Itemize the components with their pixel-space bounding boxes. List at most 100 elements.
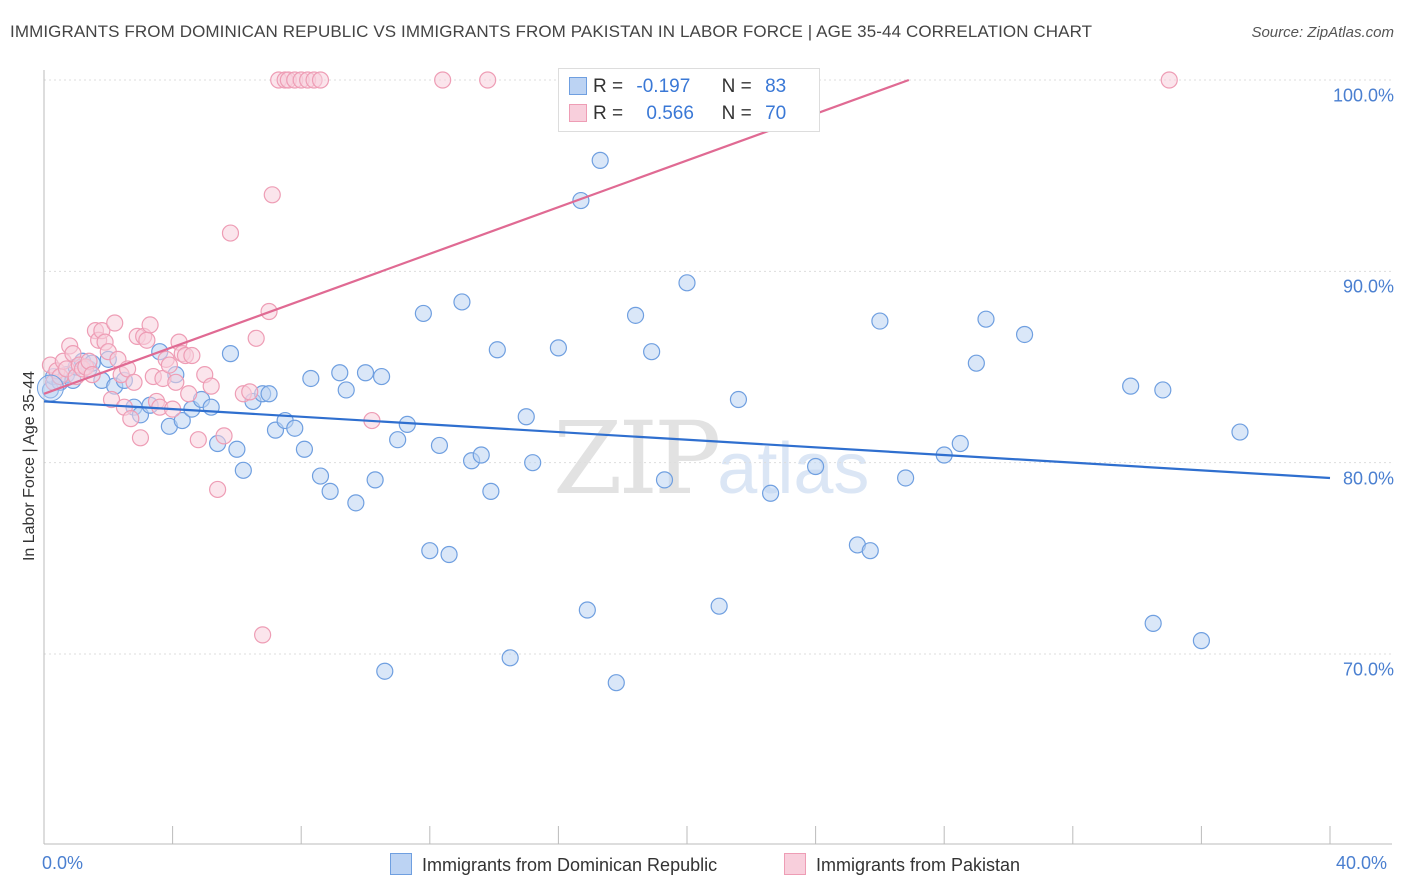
y-axis-label: In Labor Force | Age 35-44 bbox=[21, 370, 38, 562]
n-value-pink: 70 bbox=[765, 103, 787, 124]
legend-swatch-dominican bbox=[390, 853, 412, 875]
point-dominican bbox=[337, 381, 355, 399]
y-tick-label: 100.0% bbox=[1332, 85, 1394, 106]
data-points bbox=[36, 71, 1249, 692]
point-pakistan bbox=[141, 316, 159, 334]
point-pakistan bbox=[215, 427, 233, 445]
point-dominican bbox=[871, 312, 889, 330]
correlation-legend: R = -0.197 N = 83 R = 0.566 N = 70 bbox=[558, 68, 820, 132]
point-dominican bbox=[643, 343, 661, 361]
point-pakistan bbox=[434, 71, 452, 89]
r-value-pink: 0.566 bbox=[646, 103, 694, 124]
point-dominican bbox=[591, 151, 609, 169]
point-dominican bbox=[302, 369, 320, 388]
point-dominican bbox=[806, 457, 825, 476]
point-dominican bbox=[1122, 377, 1140, 395]
point-dominican bbox=[655, 471, 674, 489]
point-dominican bbox=[295, 440, 314, 458]
point-dominican bbox=[729, 390, 748, 409]
y-tick-label: 90.0% bbox=[1342, 276, 1394, 297]
point-dominican bbox=[366, 471, 384, 489]
point-dominican bbox=[472, 446, 490, 464]
point-pakistan bbox=[106, 314, 124, 332]
point-pakistan bbox=[138, 331, 156, 349]
point-dominican bbox=[678, 274, 696, 292]
point-dominican bbox=[321, 482, 339, 500]
point-dominican bbox=[356, 364, 375, 382]
point-dominican bbox=[951, 434, 969, 453]
point-pakistan bbox=[311, 71, 330, 89]
point-dominican bbox=[260, 385, 278, 403]
point-pakistan bbox=[180, 385, 198, 403]
point-pakistan bbox=[102, 390, 121, 409]
point-dominican bbox=[861, 542, 879, 560]
legend-label-pakistan: Immigrants from Pakistan bbox=[816, 855, 1021, 875]
legend-swatch-pink bbox=[569, 104, 587, 122]
watermark-zip: ZIP bbox=[553, 400, 721, 517]
x-tick-max: 40.0% bbox=[1336, 853, 1388, 873]
legend-item-dominican: Immigrants from Dominican Republic bbox=[390, 853, 717, 876]
point-dominican bbox=[414, 304, 432, 323]
point-pakistan bbox=[209, 480, 227, 499]
y-tick-label: 70.0% bbox=[1342, 659, 1394, 680]
point-pakistan bbox=[160, 356, 178, 374]
point-dominican bbox=[372, 367, 391, 386]
point-pakistan bbox=[479, 71, 497, 89]
point-dominican bbox=[376, 662, 394, 680]
point-dominican bbox=[897, 469, 915, 487]
point-dominican bbox=[389, 431, 407, 449]
point-pakistan bbox=[189, 431, 207, 449]
point-pakistan bbox=[167, 373, 185, 391]
point-dominican bbox=[1015, 325, 1034, 344]
legend-row-dominican: R = -0.197 N = 83 bbox=[569, 76, 787, 98]
point-dominican bbox=[482, 482, 500, 500]
point-dominican bbox=[710, 597, 728, 615]
n-value-blue: 83 bbox=[765, 76, 787, 97]
point-pakistan bbox=[221, 224, 240, 242]
legend-swatch-blue bbox=[569, 77, 587, 95]
trend-lines bbox=[43, 78, 1331, 480]
point-pakistan bbox=[247, 329, 265, 347]
y-tick-label: 80.0% bbox=[1342, 468, 1394, 489]
legend-row-pakistan: R = 0.566 N = 70 bbox=[569, 103, 787, 125]
chart-source: Source: ZipAtlas.com bbox=[1251, 24, 1394, 41]
axes bbox=[43, 70, 1392, 845]
point-pakistan bbox=[241, 383, 259, 401]
point-pakistan bbox=[202, 377, 220, 395]
point-dominican bbox=[549, 339, 568, 357]
point-dominican bbox=[453, 293, 471, 311]
point-dominican bbox=[501, 649, 519, 667]
point-dominican bbox=[173, 411, 191, 430]
n-label-blue: N = bbox=[721, 76, 752, 97]
point-dominican bbox=[1144, 614, 1162, 632]
point-dominican bbox=[430, 436, 449, 455]
point-pakistan bbox=[131, 429, 150, 447]
point-pakistan bbox=[122, 410, 140, 428]
legend-item-pakistan: Immigrants from Pakistan bbox=[784, 853, 1020, 876]
point-dominican bbox=[440, 545, 458, 564]
point-dominican bbox=[967, 354, 985, 372]
legend-swatch-pakistan bbox=[784, 853, 806, 875]
gridlines bbox=[44, 79, 1392, 655]
point-dominican bbox=[221, 345, 240, 363]
point-dominican bbox=[761, 484, 780, 502]
r-value-blue: -0.197 bbox=[636, 76, 691, 97]
point-dominican bbox=[1192, 632, 1211, 650]
point-dominican bbox=[517, 408, 535, 426]
point-dominican bbox=[1154, 381, 1172, 399]
point-dominican bbox=[331, 364, 349, 382]
point-pakistan bbox=[1160, 71, 1178, 89]
point-pakistan bbox=[263, 186, 281, 204]
r-label-pink: R = bbox=[593, 103, 624, 124]
trend-line-pakistan bbox=[43, 78, 910, 395]
point-dominican bbox=[347, 494, 365, 512]
point-dominican bbox=[626, 306, 645, 324]
x-tick-min: 0.0% bbox=[42, 853, 84, 873]
point-dominican bbox=[578, 601, 596, 619]
n-label-pink: N = bbox=[721, 103, 752, 124]
point-pakistan bbox=[125, 373, 143, 391]
point-dominican bbox=[977, 310, 995, 328]
point-dominican bbox=[286, 419, 304, 437]
point-dominican bbox=[421, 542, 439, 560]
